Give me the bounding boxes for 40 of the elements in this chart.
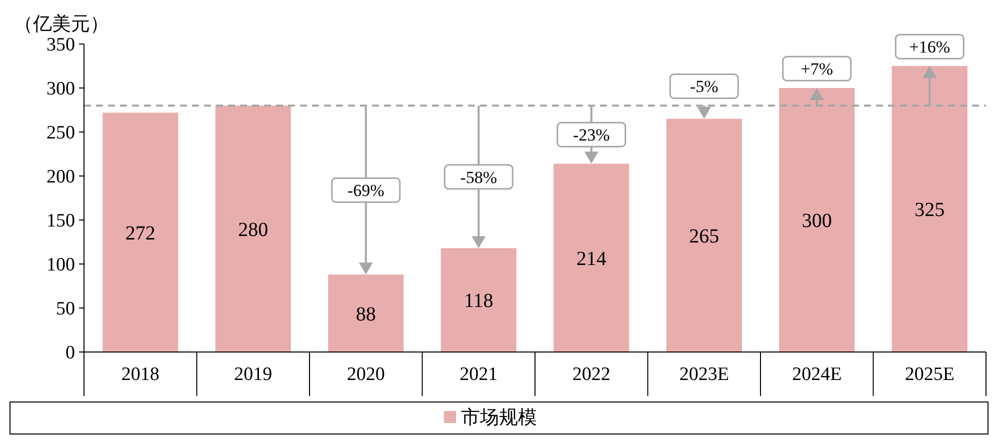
x-tick-label: 2021 — [460, 364, 498, 385]
y-tick-label: 150 — [46, 210, 75, 232]
bar — [892, 66, 968, 352]
bar — [102, 112, 178, 352]
annotation: -5% — [690, 77, 718, 96]
data-label: 325 — [914, 199, 945, 221]
bar — [666, 118, 742, 352]
data-label: 88 — [356, 303, 376, 326]
y-tick-label: 250 — [46, 122, 75, 144]
x-tick-label: 2018 — [121, 364, 160, 385]
y-axis-title: （亿美元） — [14, 13, 109, 35]
bar — [215, 106, 291, 352]
bar — [440, 248, 516, 352]
data-label: 300 — [802, 210, 832, 232]
legend-label: 市场规模 — [461, 406, 537, 429]
y-tick-label: 0 — [66, 342, 75, 364]
bar — [554, 164, 630, 352]
x-tick-label: 2020 — [346, 364, 385, 385]
y-tick-label: 100 — [46, 254, 75, 276]
data-label: 265 — [689, 225, 720, 248]
annotation: -69% — [347, 181, 384, 200]
y-tick-label: 50 — [56, 298, 75, 320]
data-label: 118 — [464, 290, 494, 312]
data-label: 214 — [576, 248, 606, 270]
y-tick-label: 300 — [46, 78, 75, 100]
y-tick-label: 350 — [46, 34, 75, 56]
annotation: -23% — [572, 126, 610, 145]
x-tick-label: 2019 — [234, 364, 272, 385]
x-tick-label: 2023E — [679, 364, 729, 385]
x-tick-label: 2022 — [572, 364, 610, 385]
annotation: +16% — [909, 38, 950, 57]
bar — [328, 274, 404, 352]
annotation: -58% — [460, 168, 498, 187]
x-tick-label: 2024E — [792, 364, 842, 385]
bar — [779, 88, 855, 352]
y-tick-label: 200 — [46, 166, 75, 188]
data-label: 280 — [238, 218, 268, 241]
annotation: +7% — [800, 60, 833, 79]
data-label: 272 — [125, 222, 156, 244]
x-tick-label: 2025E — [904, 364, 954, 385]
